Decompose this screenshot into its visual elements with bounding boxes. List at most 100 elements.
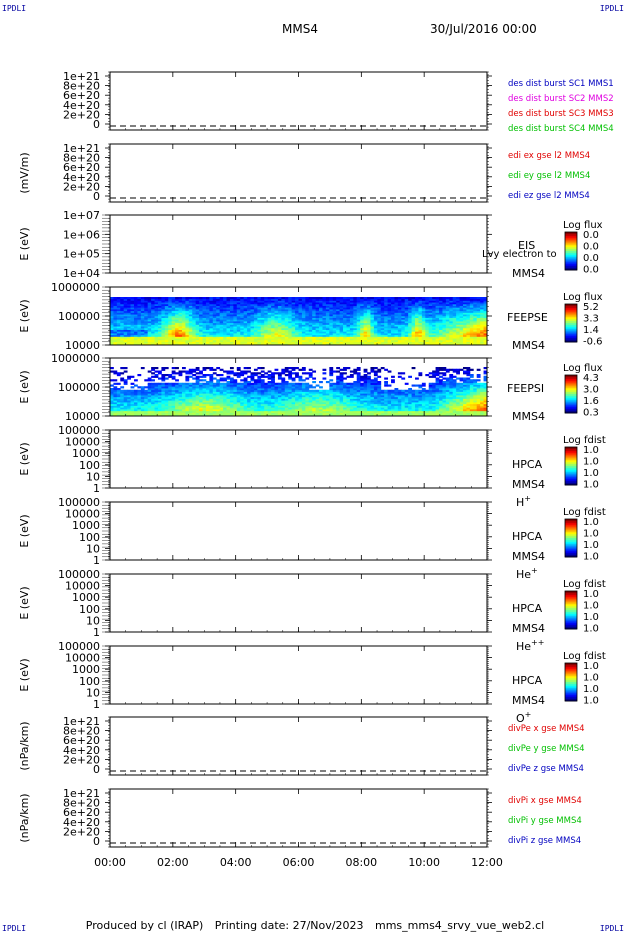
- legend-entry: edi ez gse l2 MMS4: [508, 191, 590, 201]
- heatmap-cell: [185, 300, 190, 303]
- colorbar-segment: [565, 330, 577, 333]
- heatmap-cell: [339, 341, 344, 344]
- heatmap-cell: [343, 333, 347, 336]
- heatmap-cell: [332, 307, 337, 310]
- heatmap-cell: [188, 375, 193, 378]
- heatmap-cell: [233, 409, 238, 412]
- heatmap-cell: [373, 327, 378, 330]
- heatmap-cell: [469, 298, 474, 301]
- heatmap-cell: [164, 319, 169, 322]
- heatmap-cell: [216, 395, 221, 398]
- heatmap-cell: [432, 312, 436, 315]
- heatmap-cell: [147, 400, 152, 403]
- heatmap-cell: [199, 414, 203, 417]
- heatmap-cell: [312, 302, 317, 305]
- heatmap-cell: [329, 368, 334, 371]
- heatmap-cell: [432, 336, 436, 339]
- heatmap-cell: [480, 333, 484, 336]
- heatmap-cell: [336, 331, 341, 334]
- heatmap-cell: [480, 339, 484, 342]
- heatmap-cell: [192, 321, 197, 324]
- heatmap-cell: [250, 338, 255, 341]
- heatmap-cell: [415, 315, 419, 318]
- heatmap-cell: [291, 331, 296, 334]
- heatmap-cell: [284, 407, 289, 410]
- heatmap-cell: [229, 391, 234, 394]
- heatmap-cell: [411, 333, 416, 336]
- heatmap-cell: [408, 334, 412, 337]
- heatmap-cell: [127, 302, 131, 305]
- heatmap-cell: [319, 339, 323, 342]
- heatmap-cell: [226, 391, 231, 394]
- heatmap-cell: [164, 367, 169, 370]
- heatmap-cell: [192, 319, 197, 322]
- heatmap-cell: [168, 405, 173, 408]
- heatmap-cell: [452, 314, 457, 317]
- heatmap-cell: [394, 336, 399, 339]
- heatmap-cell: [456, 343, 460, 346]
- heatmap-cell: [202, 327, 207, 330]
- heatmap-cell: [212, 412, 217, 415]
- heatmap-cell: [199, 375, 203, 378]
- heatmap-cell: [157, 384, 162, 387]
- heatmap-cell: [377, 298, 382, 301]
- heatmap-cell: [130, 310, 135, 313]
- heatmap-cell: [144, 343, 149, 346]
- heatmap-cell: [319, 300, 323, 303]
- heatmap-cell: [332, 333, 337, 336]
- heatmap-cell: [223, 336, 227, 339]
- heatmap-cell: [411, 312, 416, 315]
- heatmap-cell: [181, 310, 186, 313]
- heatmap-cell: [110, 339, 114, 342]
- heatmap-cell: [277, 322, 282, 325]
- heatmap-cell: [110, 327, 114, 330]
- y-tick-label: 6e+20: [63, 89, 100, 102]
- heatmap-cell: [113, 389, 118, 392]
- heatmap-cell: [274, 384, 279, 387]
- heatmap-cell: [168, 384, 173, 387]
- heatmap-cell: [312, 317, 317, 320]
- heatmap-cell: [185, 298, 190, 301]
- heatmap-cell: [298, 315, 303, 318]
- heatmap-cell: [428, 326, 433, 329]
- heatmap-cell: [161, 407, 166, 410]
- heatmap-cell: [205, 298, 210, 301]
- heatmap-cell: [411, 322, 416, 325]
- heatmap-cell: [325, 317, 330, 320]
- heatmap-cell: [267, 393, 272, 396]
- heatmap-cell: [127, 375, 131, 378]
- heatmap-cell: [178, 409, 183, 412]
- y-tick-label: 6e+20: [63, 161, 100, 174]
- heatmap-cell: [343, 302, 347, 305]
- heatmap-cell: [202, 400, 207, 403]
- heatmap-cell: [110, 343, 114, 346]
- heatmap-cell: [346, 338, 351, 341]
- heatmap-cell: [219, 326, 224, 329]
- heatmap-cell: [127, 341, 131, 344]
- heatmap-cell: [250, 391, 255, 394]
- heatmap-cell: [301, 303, 306, 306]
- heatmap-cell: [113, 312, 118, 315]
- heatmap-cell: [473, 317, 478, 320]
- heatmap-cell: [380, 343, 385, 346]
- heatmap-cell: [343, 341, 347, 344]
- heatmap-cell: [161, 367, 166, 370]
- heatmap-cell: [247, 327, 251, 330]
- heatmap-cell: [144, 307, 149, 310]
- heatmap-cell: [325, 314, 330, 317]
- heatmap-cell: [425, 343, 430, 346]
- heatmap-cell: [110, 389, 114, 392]
- heatmap-cell: [384, 300, 389, 303]
- heatmap-cell: [161, 379, 166, 382]
- heatmap-cell: [123, 314, 128, 317]
- heatmap-cell: [483, 322, 488, 325]
- heatmap-cell: [253, 321, 258, 324]
- heatmap-cell: [212, 333, 217, 336]
- heatmap-cell: [428, 315, 433, 318]
- heatmap-cell: [284, 414, 289, 417]
- heatmap-cell: [408, 297, 412, 300]
- heatmap-cell: [229, 339, 234, 342]
- heatmap-cell: [247, 309, 251, 312]
- heatmap-cell: [223, 386, 227, 389]
- heatmap-cell: [247, 396, 251, 399]
